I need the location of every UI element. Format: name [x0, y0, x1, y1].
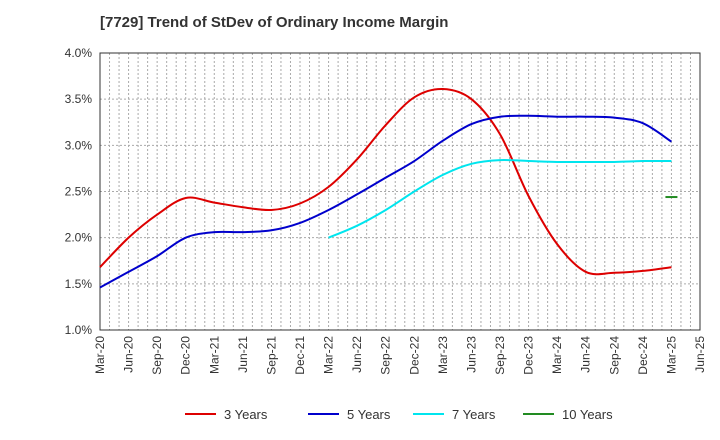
x-tick-label: Dec-22	[407, 336, 421, 375]
y-tick-label: 4.0%	[65, 46, 93, 60]
x-tick-label: Mar-25	[664, 336, 678, 374]
legend-label-5-years: 5 Years	[347, 407, 391, 422]
x-tick-label: Dec-24	[636, 336, 650, 375]
series-3-years-line	[99, 88, 672, 276]
x-tick-label: Jun-20	[122, 336, 136, 373]
x-tick-label: Sep-22	[379, 336, 393, 375]
x-tick-label: Dec-21	[293, 336, 307, 375]
y-tick-label: 2.5%	[65, 185, 93, 199]
chart-title: [7729] Trend of StDev of Ordinary Income…	[100, 14, 449, 31]
x-tick-label: Mar-22	[322, 336, 336, 374]
x-tick-label: Mar-21	[207, 336, 221, 374]
y-tick-label: 3.5%	[65, 92, 93, 106]
y-tick-label: 1.0%	[65, 323, 93, 337]
y-tick-label: 3.0%	[65, 138, 93, 152]
plot-frame	[99, 52, 701, 331]
legend-label-3-years: 3 Years	[224, 407, 268, 422]
y-tick-label: 2.0%	[65, 231, 93, 245]
legend-label-7-years: 7 Years	[452, 407, 496, 422]
y-tick-label: 1.5%	[65, 277, 93, 291]
x-tick-label: Dec-23	[522, 336, 536, 375]
x-tick-label: Dec-20	[179, 336, 193, 375]
x-tick-label: Mar-24	[550, 336, 564, 374]
series-7-years-line	[328, 159, 672, 239]
x-tick-label: Jun-24	[579, 336, 593, 373]
x-tick-label: Mar-23	[436, 336, 450, 374]
x-tick-label: Sep-21	[264, 336, 278, 375]
x-tick-label: Jun-23	[464, 336, 478, 373]
x-tick-label: Jun-21	[236, 336, 250, 373]
x-tick-label: Sep-24	[607, 336, 621, 375]
legend-label-10-years: 10 Years	[562, 407, 613, 422]
x-tick-label: Jun-25	[693, 336, 707, 373]
x-tick-label: Mar-20	[93, 336, 107, 374]
x-tick-label: Sep-20	[150, 336, 164, 375]
x-tick-label: Sep-23	[493, 336, 507, 375]
x-tick-label: Jun-22	[350, 336, 364, 373]
series-5-years-line	[99, 114, 672, 289]
